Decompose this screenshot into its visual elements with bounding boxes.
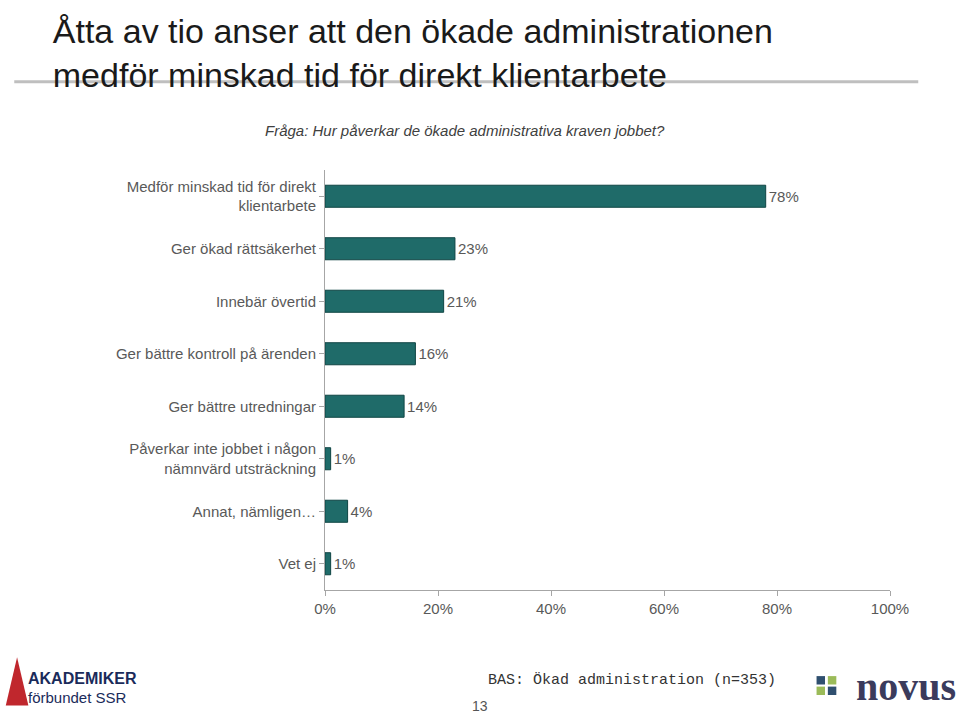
svg-text:60%: 60% [649, 600, 679, 617]
svg-text:Åtta av tio anser att den ökad: Åtta av tio anser att den ökade administ… [53, 12, 773, 94]
svg-text:novus: novus [856, 664, 956, 709]
svg-text:16%: 16% [418, 345, 448, 362]
svg-text:1%: 1% [334, 450, 356, 467]
svg-text:Innebär övertid: Innebär övertid [216, 293, 316, 310]
svg-text:0%: 0% [314, 600, 336, 617]
svg-text:1%: 1% [334, 555, 356, 572]
svg-text:4%: 4% [351, 503, 373, 520]
svg-text:Ger bättre utredningar: Ger bättre utredningar [168, 398, 316, 415]
svg-text:förbundet SSR: förbundet SSR [28, 689, 127, 706]
svg-text:Vet ej: Vet ej [278, 555, 316, 572]
svg-text:23%: 23% [458, 240, 488, 257]
svg-text:14%: 14% [407, 398, 437, 415]
svg-text:Fråga: Hur påverkar de ökade a: Fråga: Hur påverkar de ökade administrat… [265, 122, 665, 139]
svg-text:21%: 21% [447, 293, 477, 310]
svg-text:Medför minskad tid för direktk: Medför minskad tid för direktklientarbet… [127, 178, 317, 215]
svg-text:Ger ökad rättsäkerhet: Ger ökad rättsäkerhet [171, 240, 317, 257]
svg-text:40%: 40% [536, 600, 566, 617]
svg-text:BAS: Ökad administration (n=35: BAS: Ökad administration (n=353) [488, 671, 776, 689]
svg-text:Annat, nämligen…: Annat, nämligen… [193, 503, 316, 520]
svg-text:100%: 100% [871, 600, 909, 617]
svg-text:78%: 78% [769, 188, 799, 205]
svg-text:Ger bättre kontroll på ärenden: Ger bättre kontroll på ärenden [116, 345, 316, 362]
svg-text:Påverkar inte jobbet i någonnä: Påverkar inte jobbet i någonnämnvärd uts… [129, 440, 316, 477]
svg-text:13: 13 [472, 698, 488, 714]
svg-text:AKADEMIKER: AKADEMIKER [28, 670, 137, 687]
svg-text:20%: 20% [423, 600, 453, 617]
svg-text:80%: 80% [762, 600, 792, 617]
